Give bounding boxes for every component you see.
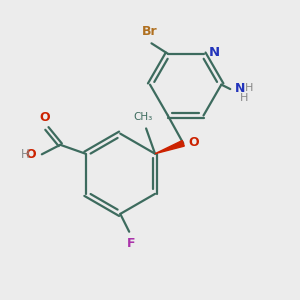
Text: H: H	[244, 83, 253, 93]
Text: O: O	[39, 111, 50, 124]
Text: H: H	[21, 148, 29, 161]
Text: N: N	[209, 46, 220, 59]
Text: H: H	[240, 93, 248, 103]
Text: O: O	[26, 148, 37, 161]
Text: O: O	[188, 136, 199, 149]
Text: Br: Br	[142, 25, 158, 38]
Text: CH₃: CH₃	[133, 112, 152, 122]
Text: F: F	[126, 237, 135, 250]
Polygon shape	[155, 140, 184, 154]
Text: N: N	[235, 82, 245, 95]
